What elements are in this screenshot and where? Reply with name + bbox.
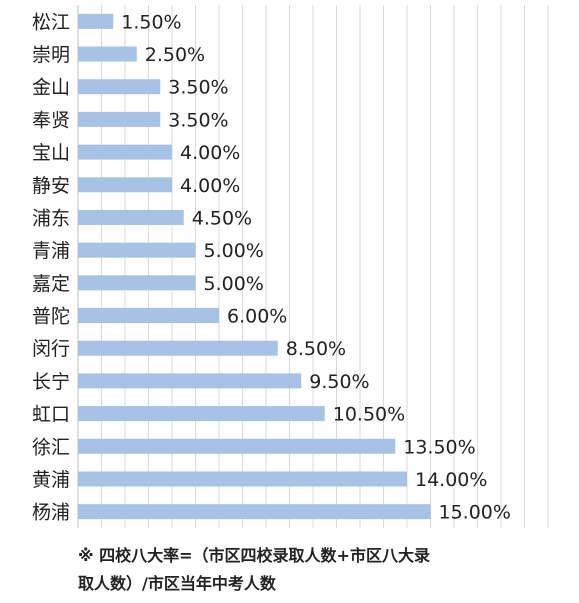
data-label: 9.50% — [309, 371, 369, 393]
category-label: 黄浦 — [32, 469, 70, 491]
bar — [78, 471, 407, 487]
category-label: 杨浦 — [32, 502, 70, 524]
bar — [78, 79, 161, 95]
category-label: 青浦 — [32, 240, 70, 262]
bar — [78, 242, 196, 258]
category-label: 徐汇 — [32, 436, 70, 458]
data-label: 8.50% — [286, 338, 346, 360]
data-label: 10.50% — [333, 404, 405, 426]
data-label: 5.00% — [204, 240, 264, 262]
category-label: 奉贤 — [32, 109, 70, 131]
bar — [78, 13, 114, 29]
bar — [78, 144, 172, 160]
bar — [78, 504, 431, 520]
bar — [78, 406, 325, 422]
category-label: 金山 — [32, 77, 70, 99]
bar — [78, 275, 196, 291]
category-label: 松江 — [32, 11, 70, 33]
data-label: 4.50% — [192, 207, 252, 229]
data-label: 4.00% — [180, 142, 240, 164]
category-label: 长宁 — [32, 371, 70, 393]
bar — [78, 373, 302, 389]
category-label: 崇明 — [32, 44, 70, 66]
data-label: 3.50% — [168, 109, 228, 131]
footnote-line-1: ※ 四校八大率=（市区四校录取人数+市区八大录 — [78, 546, 430, 565]
data-label: 1.50% — [121, 11, 181, 33]
data-label: 15.00% — [439, 502, 511, 524]
bar — [78, 177, 172, 193]
bar — [78, 340, 278, 356]
data-label: 13.50% — [403, 436, 475, 458]
data-label: 5.00% — [204, 273, 264, 295]
data-label: 14.00% — [415, 469, 487, 491]
category-label: 静安 — [32, 175, 70, 197]
footnote: ※ 四校八大率=（市区四校录取人数+市区八大录 取人数）/市区当年中考人数 — [78, 542, 558, 598]
value-labels: 1.50% 2.50% 3.50% 3.50% 4.00% 4.00% 4.50% 5.00%… — [121, 11, 511, 523]
bar — [78, 438, 396, 454]
bar — [78, 111, 161, 127]
bar — [78, 209, 184, 225]
data-label: 2.50% — [145, 44, 205, 66]
category-label: 嘉定 — [32, 273, 70, 295]
data-label: 6.00% — [227, 306, 287, 328]
category-label: 宝山 — [32, 142, 70, 164]
bar — [78, 46, 137, 62]
category-label: 虹口 — [32, 404, 70, 426]
data-label: 3.50% — [168, 77, 228, 99]
category-label: 浦东 — [32, 207, 70, 229]
data-label: 4.00% — [180, 175, 240, 197]
category-label: 普陀 — [32, 306, 70, 328]
bar — [78, 308, 219, 324]
bars-group — [78, 13, 431, 520]
category-label: 闵行 — [32, 338, 70, 360]
footnote-line-2: 取人数）/市区当年中考人数 — [78, 574, 276, 593]
